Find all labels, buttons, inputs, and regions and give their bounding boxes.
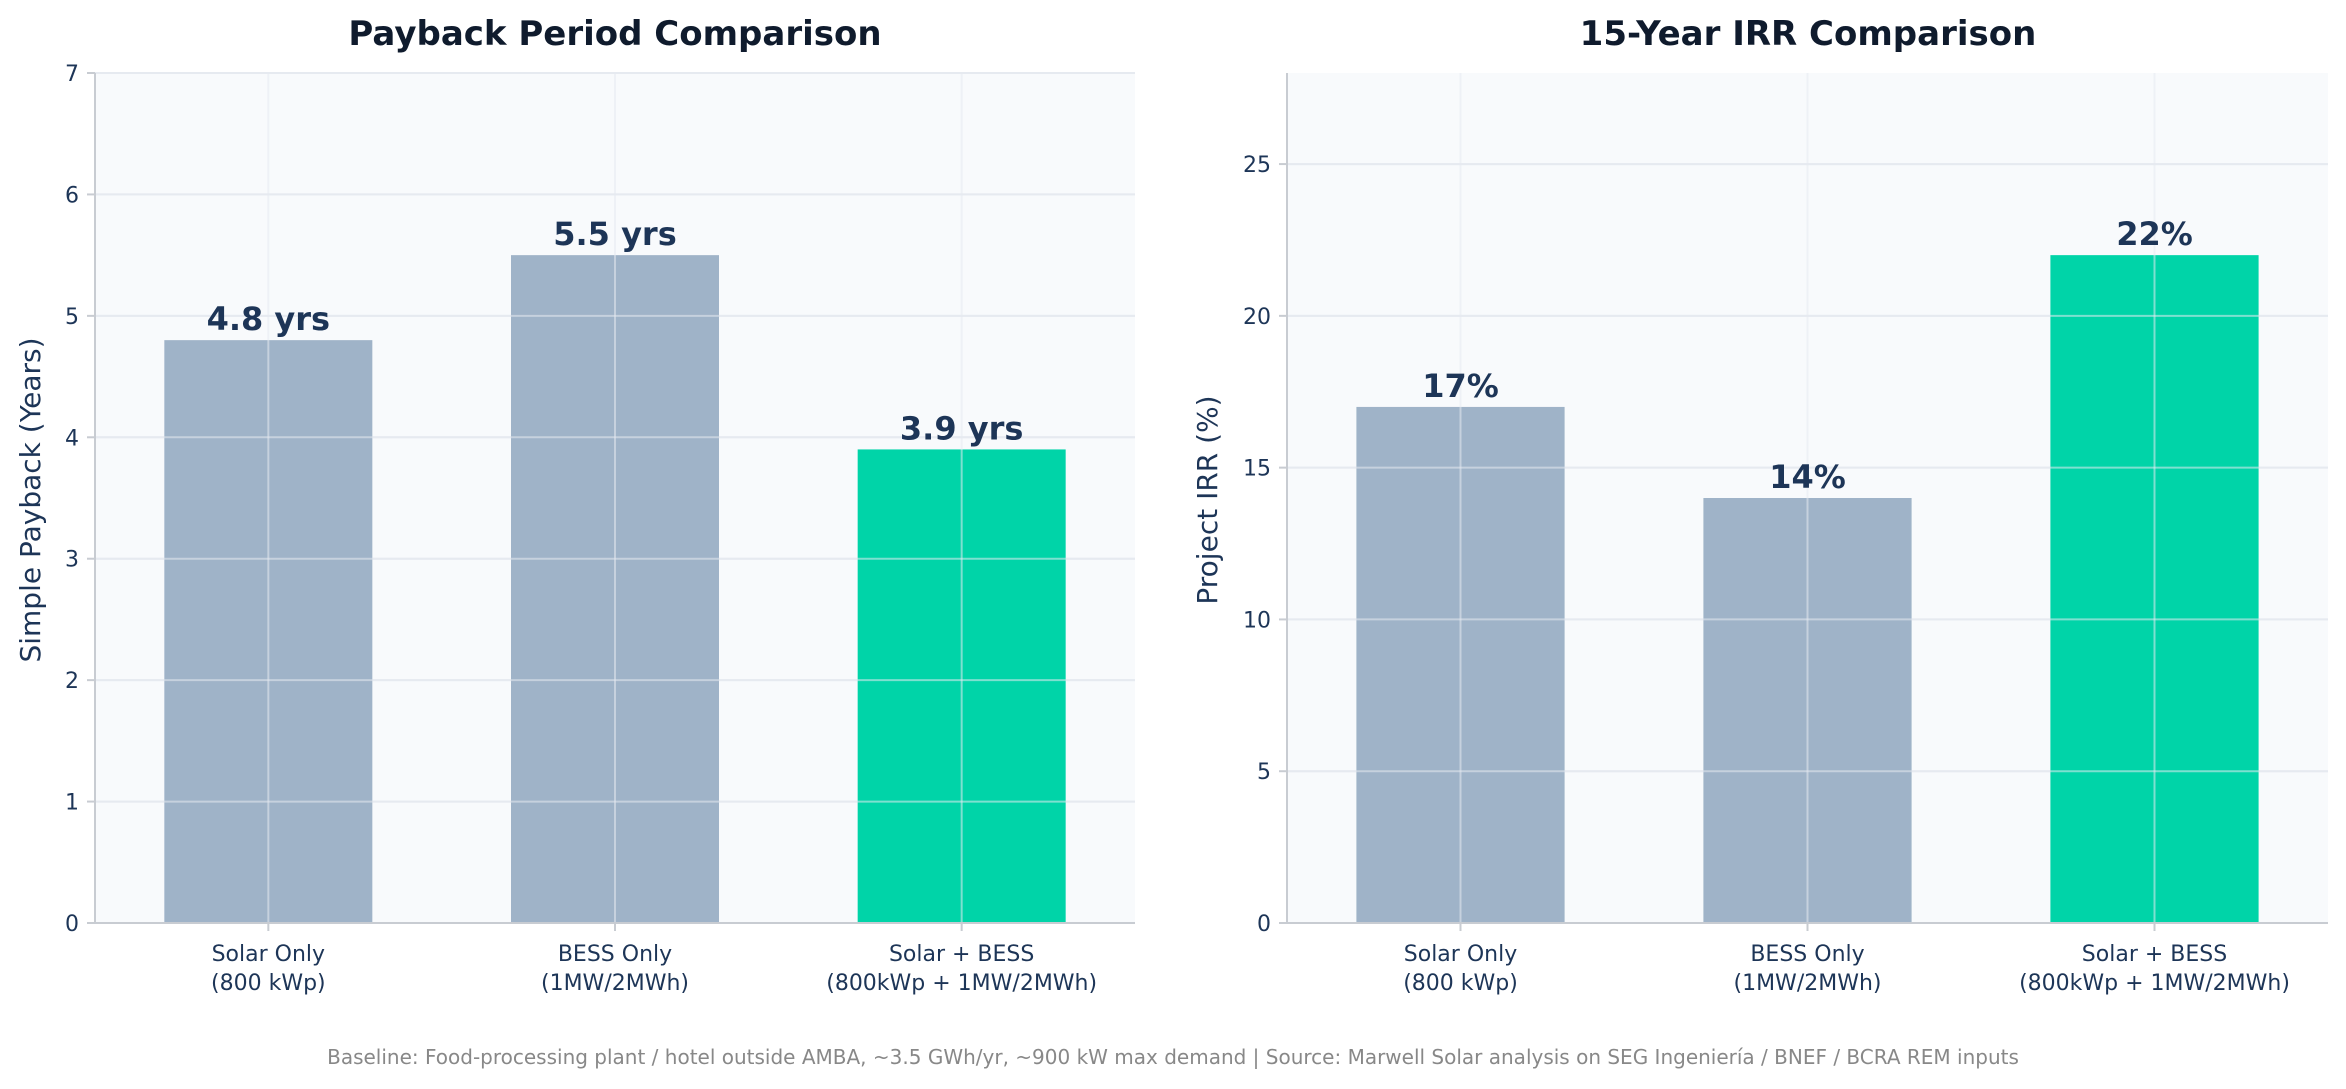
payback-data-label-1: 4.8 yrs [207,300,331,338]
payback-y-axis-label: Simple Payback (Years) [14,337,47,662]
irr-y-axis-label: Project IRR (%) [1191,395,1224,604]
payback-y-tick-label: 1 [65,791,79,816]
payback-x-tick-label: BESS Only [558,942,672,967]
irr-data-label-1: 17% [1422,367,1499,405]
payback-x-tick-label: (800kWp + 1MW/2MWh) [826,971,1097,996]
irr-chart-title: 15-Year IRR Comparison [1580,14,2037,54]
payback-chart-panel: 0 1 2 3 4 5 6 7 Solar Only (800 kWp) BESS Only (1MW… [14,14,1135,996]
irr-y-tick-label: 20 [1243,305,1271,330]
payback-y-tick-label: 0 [65,912,79,937]
payback-y-tick-label: 2 [65,669,79,694]
irr-y-tick-label: 10 [1243,608,1271,633]
payback-y-tick-label: 3 [65,548,79,573]
payback-data-label-3: 3.9 yrs [900,409,1024,447]
irr-x-tick-label: (800kWp + 1MW/2MWh) [2019,971,2290,996]
footer-source-note: Baseline: Food-processing plant / hotel … [327,1045,2019,1069]
irr-chart-panel: 0 5 10 15 20 25 Solar Only (800 kWp) BESS Only (1… [1191,14,2328,996]
irr-x-tick-label: Solar + BESS [2082,942,2227,967]
irr-x-tick-label: Solar Only [1404,942,1517,967]
payback-x-tick-label: (1MW/2MWh) [541,971,689,996]
payback-x-tick-label: Solar + BESS [889,942,1034,967]
irr-y-tick-label: 15 [1243,457,1271,482]
payback-y-tick-label: 7 [65,62,79,87]
payback-y-tick-label: 6 [65,183,79,208]
payback-x-tick-label: Solar Only [212,942,325,967]
irr-data-label-3: 22% [2116,215,2193,253]
irr-y-tick-label: 25 [1243,153,1271,178]
irr-y-tick-label: 5 [1257,760,1271,785]
payback-x-tick-label: (800 kWp) [211,971,326,996]
payback-chart-title: Payback Period Comparison [348,14,881,54]
irr-y-tick-label: 0 [1257,912,1271,937]
irr-x-tick-label: (800 kWp) [1403,971,1518,996]
irr-x-tick-label: (1MW/2MWh) [1734,971,1882,996]
payback-y-tick-label: 4 [65,426,79,451]
payback-y-tick-label: 5 [65,305,79,330]
payback-data-label-2: 5.5 yrs [553,215,677,253]
irr-x-tick-label: BESS Only [1750,942,1864,967]
irr-data-label-2: 14% [1769,458,1846,496]
